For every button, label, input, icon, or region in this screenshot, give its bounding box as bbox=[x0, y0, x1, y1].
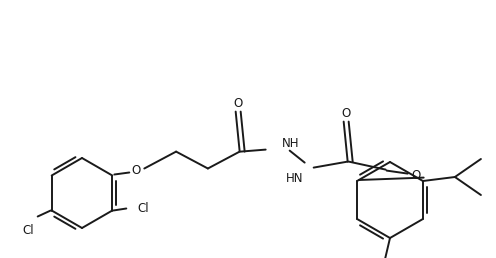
Text: Cl: Cl bbox=[22, 224, 34, 238]
Text: Cl: Cl bbox=[137, 202, 149, 215]
Text: NH: NH bbox=[282, 137, 299, 150]
Text: O: O bbox=[233, 97, 242, 110]
Text: O: O bbox=[341, 107, 350, 120]
Text: O: O bbox=[131, 164, 141, 177]
Text: HN: HN bbox=[286, 172, 304, 185]
Text: O: O bbox=[411, 169, 420, 182]
